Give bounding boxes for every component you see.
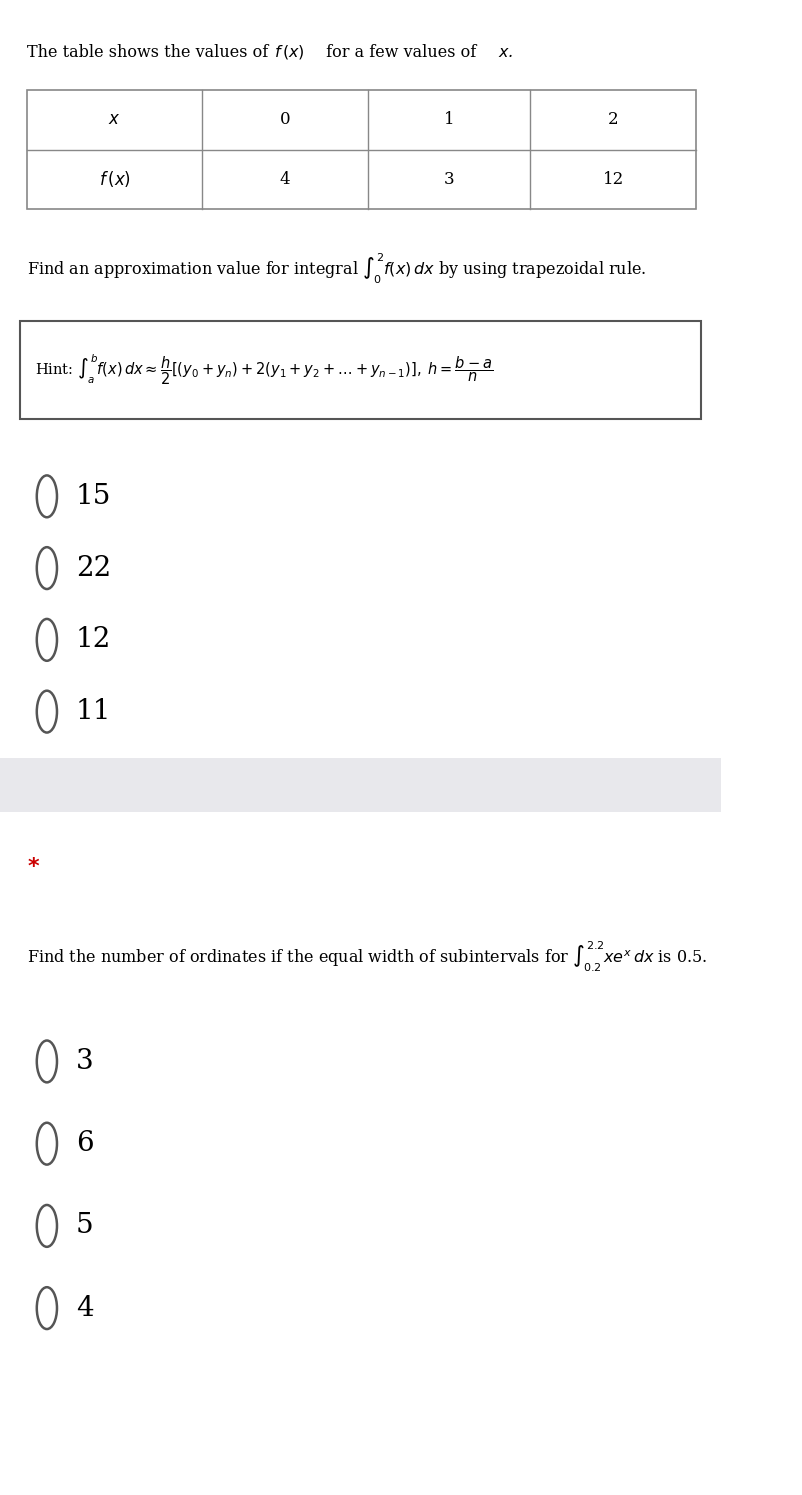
Text: $x$: $x$ — [108, 111, 121, 129]
Text: 3: 3 — [444, 170, 454, 188]
Text: 5: 5 — [75, 1212, 93, 1239]
Text: 6: 6 — [75, 1130, 93, 1157]
Text: Hint: $\int_a^{b} f(x)\,dx \approx \dfrac{h}{2}\left[(y_0+y_n)+2(y_1+y_2+\ldots+: Hint: $\int_a^{b} f(x)\,dx \approx \dfra… — [34, 353, 492, 387]
Text: for a few values of: for a few values of — [321, 43, 480, 61]
Text: 4: 4 — [75, 1295, 93, 1322]
Text: Find an approximation value for integral $\int_0^{2} f(x)\,dx$ by using trapezoi: Find an approximation value for integral… — [27, 251, 646, 287]
FancyBboxPatch shape — [0, 758, 720, 812]
Text: Find the number of ordinates if the equal width of subintervals for $\int_{0.2}^: Find the number of ordinates if the equa… — [27, 939, 707, 975]
FancyBboxPatch shape — [20, 321, 700, 419]
Text: The table shows the values of: The table shows the values of — [27, 43, 273, 61]
Text: 3: 3 — [75, 1048, 93, 1075]
Text: *: * — [27, 857, 39, 878]
Text: $f\,(x)$: $f\,(x)$ — [273, 43, 305, 61]
FancyBboxPatch shape — [27, 90, 695, 209]
Text: 1: 1 — [444, 111, 454, 129]
Text: 11: 11 — [75, 698, 111, 725]
Text: 22: 22 — [75, 555, 111, 582]
Text: 2: 2 — [607, 111, 618, 129]
Text: 4: 4 — [279, 170, 290, 188]
Text: 15: 15 — [75, 483, 111, 510]
Text: 12: 12 — [75, 626, 111, 653]
Text: $x$.: $x$. — [497, 43, 512, 61]
Text: $f\,(x)$: $f\,(x)$ — [99, 169, 131, 190]
Text: 0: 0 — [279, 111, 290, 129]
Text: 12: 12 — [602, 170, 623, 188]
